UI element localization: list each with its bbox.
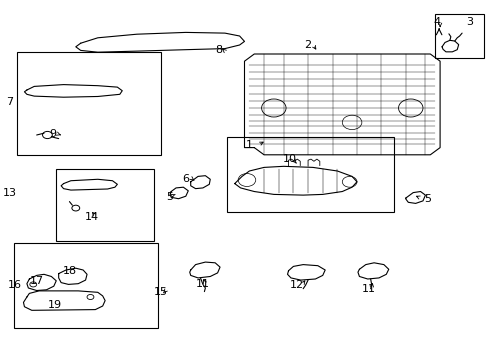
Text: 9: 9 (49, 129, 56, 139)
Text: 2: 2 (304, 40, 311, 50)
Text: 8: 8 (215, 45, 222, 55)
Text: 16: 16 (8, 280, 21, 290)
Text: 6: 6 (182, 174, 189, 184)
Bar (434, 14, 483, 58)
Text: 18: 18 (63, 266, 77, 276)
Text: 19: 19 (48, 300, 61, 310)
Text: 14: 14 (85, 212, 99, 222)
Text: 5: 5 (424, 194, 430, 204)
Text: 1: 1 (245, 140, 252, 150)
Text: 3: 3 (465, 17, 472, 27)
Text: 7: 7 (6, 96, 13, 107)
Text: 5: 5 (166, 192, 173, 202)
Bar (56, 169, 154, 241)
Text: 12: 12 (290, 280, 304, 290)
Text: 15: 15 (153, 287, 167, 297)
Bar (14, 243, 158, 328)
Text: 4: 4 (433, 17, 440, 27)
Text: 11: 11 (362, 284, 375, 294)
Text: 13: 13 (3, 188, 17, 198)
Bar (227, 137, 393, 212)
Bar (17, 52, 161, 155)
Text: 11: 11 (196, 279, 209, 289)
Text: 17: 17 (30, 276, 43, 286)
Text: 10: 10 (282, 154, 296, 164)
